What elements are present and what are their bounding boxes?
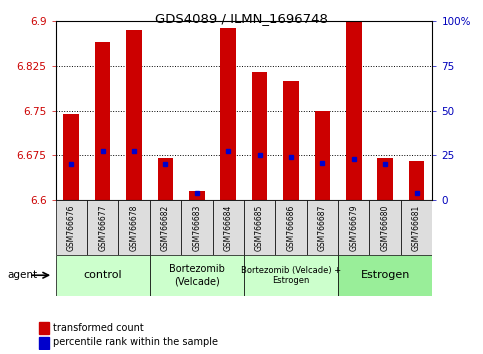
Bar <box>338 200 369 255</box>
Bar <box>244 200 275 255</box>
Bar <box>63 114 79 200</box>
Bar <box>118 200 150 255</box>
Text: GSM766682: GSM766682 <box>161 204 170 251</box>
Text: GSM766687: GSM766687 <box>318 204 327 251</box>
Text: Bortezomib (Velcade) +
Estrogen: Bortezomib (Velcade) + Estrogen <box>241 266 341 285</box>
Bar <box>126 30 142 200</box>
Bar <box>401 200 432 255</box>
Bar <box>150 200 181 255</box>
Text: GSM766685: GSM766685 <box>255 204 264 251</box>
Bar <box>95 42 111 200</box>
Bar <box>189 191 205 200</box>
Bar <box>220 28 236 200</box>
Text: Bortezomib
(Velcade): Bortezomib (Velcade) <box>169 264 225 286</box>
Text: GSM766681: GSM766681 <box>412 204 421 251</box>
Bar <box>275 200 307 255</box>
Bar <box>40 337 49 349</box>
Text: GSM766686: GSM766686 <box>286 204 296 251</box>
Text: GSM766677: GSM766677 <box>98 204 107 251</box>
Bar <box>252 72 268 200</box>
Bar <box>244 255 338 296</box>
Text: GSM766684: GSM766684 <box>224 204 233 251</box>
Bar <box>338 255 432 296</box>
Text: GSM766680: GSM766680 <box>381 204 390 251</box>
Bar <box>213 200 244 255</box>
Text: GSM766683: GSM766683 <box>192 204 201 251</box>
Text: Estrogen: Estrogen <box>360 270 410 280</box>
Bar <box>181 200 213 255</box>
Bar <box>157 158 173 200</box>
Bar <box>314 110 330 200</box>
Bar <box>87 200 118 255</box>
Bar <box>283 81 299 200</box>
Text: control: control <box>84 270 122 280</box>
Text: GSM766679: GSM766679 <box>349 204 358 251</box>
Bar <box>56 200 87 255</box>
Bar <box>377 158 393 200</box>
Bar <box>346 21 362 200</box>
Bar <box>409 161 425 200</box>
Text: transformed count: transformed count <box>54 322 144 332</box>
Bar <box>150 255 244 296</box>
Bar <box>307 200 338 255</box>
Text: agent: agent <box>7 270 37 280</box>
Bar <box>40 322 49 334</box>
Text: GSM766676: GSM766676 <box>67 204 76 251</box>
Bar <box>369 200 401 255</box>
Text: GDS4089 / ILMN_1696748: GDS4089 / ILMN_1696748 <box>155 12 328 25</box>
Text: percentile rank within the sample: percentile rank within the sample <box>54 337 218 348</box>
Text: GSM766678: GSM766678 <box>129 204 139 251</box>
Bar <box>56 255 150 296</box>
